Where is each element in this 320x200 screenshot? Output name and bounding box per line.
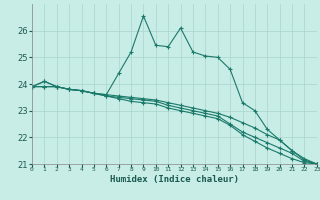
X-axis label: Humidex (Indice chaleur): Humidex (Indice chaleur) — [110, 175, 239, 184]
